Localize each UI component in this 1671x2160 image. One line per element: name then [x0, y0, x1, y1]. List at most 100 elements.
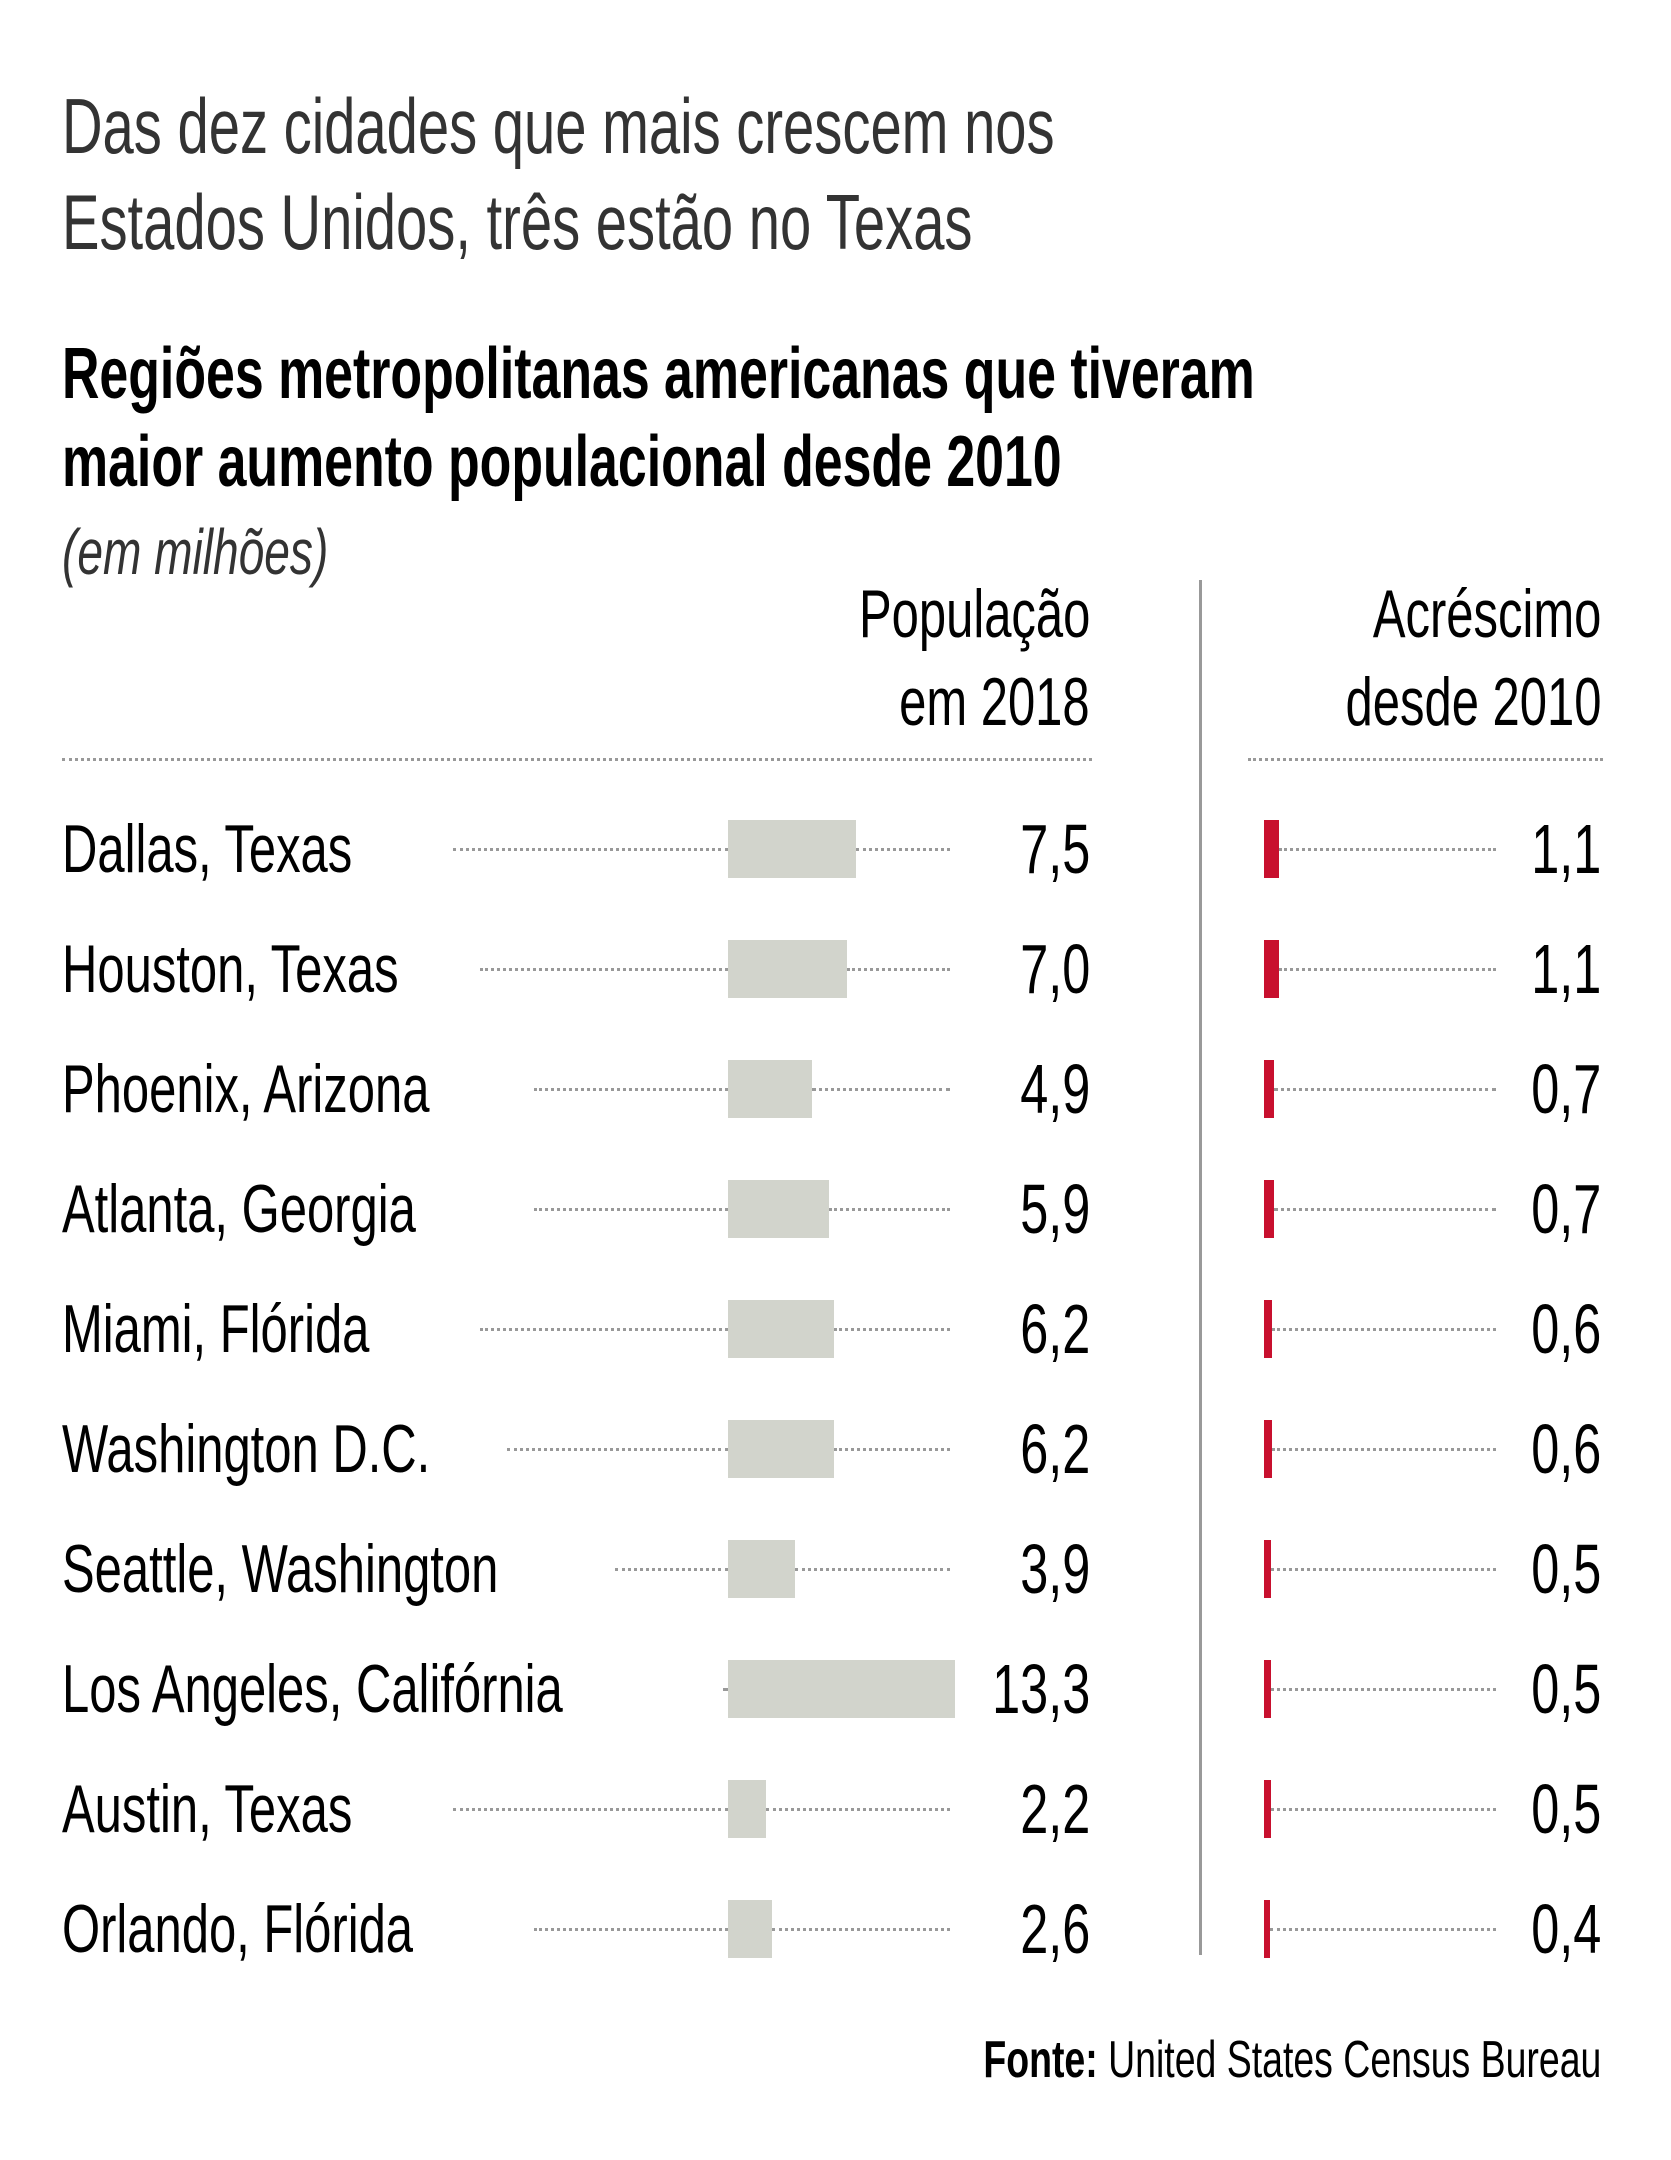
row-label: Miami, Flórida — [62, 1284, 489, 1374]
increase-header-line-1: Acréscimo — [1372, 576, 1601, 652]
population-bar — [728, 940, 848, 998]
population-leader — [534, 1088, 728, 1091]
population-bar — [728, 1900, 773, 1958]
population-value: 5,9 — [993, 1164, 1090, 1254]
increase-leader — [1273, 1208, 1496, 1211]
increase-value: 0,5 — [1504, 1644, 1601, 1734]
increase-leader — [1271, 1688, 1496, 1691]
population-trailer — [833, 1448, 950, 1451]
population-trailer — [847, 968, 950, 971]
increase-bar — [1264, 1060, 1274, 1118]
population-header-line-1: População — [858, 576, 1090, 652]
population-trailer — [856, 848, 950, 851]
increase-bar — [1264, 1780, 1271, 1838]
row-label-text: Dallas, Texas — [62, 811, 353, 887]
population-leader — [723, 1688, 728, 1691]
population-value: 2,6 — [993, 1884, 1090, 1974]
increase-value-text: 1,1 — [1530, 810, 1601, 888]
row-label: Phoenix, Arizona — [62, 1044, 572, 1134]
headline-line-1: Das dez cidades que mais crescem nos — [62, 82, 1055, 170]
increase-bar — [1264, 1660, 1271, 1718]
row-label-text: Houston, Texas — [62, 931, 399, 1007]
population-bar — [728, 1780, 766, 1838]
increase-value: 0,5 — [1504, 1764, 1601, 1854]
population-bar — [728, 820, 856, 878]
population-bar — [728, 1660, 955, 1718]
increase-leader — [1279, 968, 1496, 971]
source-text: United States Census Bureau — [1107, 2031, 1601, 2089]
population-value-text: 13,3 — [991, 1650, 1090, 1728]
increase-value: 0,4 — [1504, 1884, 1601, 1974]
population-value: 6,2 — [993, 1284, 1090, 1374]
population-leader — [615, 1568, 728, 1571]
population-bar — [728, 1060, 812, 1118]
increase-value: 1,1 — [1504, 924, 1601, 1014]
population-trailer — [794, 1568, 950, 1571]
headline: Das dez cidades que mais crescem nos Est… — [62, 78, 1441, 270]
chart-title-line-2: maior aumento populacional desde 2010 — [62, 422, 1062, 502]
increase-leader — [1273, 1088, 1496, 1091]
increase-leader — [1279, 848, 1496, 851]
population-leader — [480, 1328, 728, 1331]
population-bar — [728, 1300, 834, 1358]
increase-leader — [1271, 1568, 1496, 1571]
population-bar — [728, 1180, 829, 1238]
increase-value-text: 0,6 — [1530, 1290, 1601, 1368]
population-trailer — [765, 1808, 950, 1811]
increase-value: 0,6 — [1504, 1284, 1601, 1374]
increase-value: 0,5 — [1504, 1524, 1601, 1614]
units-note: (em milhões) — [62, 515, 432, 589]
increase-bar — [1264, 940, 1280, 998]
increase-bar — [1264, 820, 1280, 878]
population-value-text: 2,6 — [1019, 1890, 1090, 1968]
row-label-text: Washington D.C. — [62, 1411, 431, 1487]
population-leader — [534, 1208, 728, 1211]
population-leader — [534, 1928, 728, 1931]
row-label: Seattle, Washington — [62, 1524, 668, 1614]
increase-bar — [1264, 1180, 1274, 1238]
population-trailer — [772, 1928, 950, 1931]
row-label: Austin, Texas — [62, 1764, 465, 1854]
increase-header-rule — [1248, 758, 1603, 761]
chart-title: Regiões metropolitanas americanas que ti… — [62, 330, 1671, 506]
population-value-text: 6,2 — [1019, 1290, 1090, 1368]
population-value-text: 2,2 — [1019, 1770, 1090, 1848]
population-value-text: 3,9 — [1019, 1530, 1090, 1608]
population-value-text: 5,9 — [1019, 1170, 1090, 1248]
increase-value: 0,6 — [1504, 1404, 1601, 1494]
source-label: Fonte: — [982, 2031, 1098, 2089]
increase-bar — [1264, 1900, 1270, 1958]
population-value: 4,9 — [993, 1044, 1090, 1134]
population-value: 7,5 — [993, 804, 1090, 894]
row-label-text: Phoenix, Arizona — [62, 1051, 430, 1127]
population-trailer — [828, 1208, 950, 1211]
column-divider — [1199, 580, 1202, 1955]
population-column-header: População em 2018 — [769, 570, 1090, 746]
population-leader — [453, 848, 728, 851]
row-label: Los Angeles, Califórnia — [62, 1644, 758, 1734]
increase-leader — [1272, 1328, 1496, 1331]
increase-value-text: 0,5 — [1530, 1770, 1601, 1848]
population-trailer — [811, 1088, 950, 1091]
increase-bar — [1264, 1300, 1273, 1358]
increase-leader — [1271, 1808, 1496, 1811]
population-header-line-2: em 2018 — [899, 664, 1090, 740]
population-value-text: 6,2 — [1019, 1410, 1090, 1488]
chart-title-line-1: Regiões metropolitanas americanas que ti… — [62, 334, 1255, 414]
population-value-text: 4,9 — [1019, 1050, 1090, 1128]
source-note: Fonte: United States Census Bureau — [743, 2030, 1601, 2090]
increase-value: 0,7 — [1504, 1164, 1601, 1254]
headline-line-2: Estados Unidos, três estão no Texas — [62, 178, 973, 266]
increase-value: 1,1 — [1504, 804, 1601, 894]
units-text: (em milhões) — [62, 516, 329, 588]
population-header-rule — [62, 758, 1092, 761]
population-bar — [728, 1540, 795, 1598]
row-label-text: Seattle, Washington — [62, 1531, 499, 1607]
row-label: Atlanta, Georgia — [62, 1164, 553, 1254]
row-label: Washington D.C. — [62, 1404, 573, 1494]
increase-leader — [1269, 1928, 1496, 1931]
population-value: 3,9 — [993, 1524, 1090, 1614]
increase-header-line-2: desde 2010 — [1345, 664, 1601, 740]
increase-bar — [1264, 1420, 1273, 1478]
